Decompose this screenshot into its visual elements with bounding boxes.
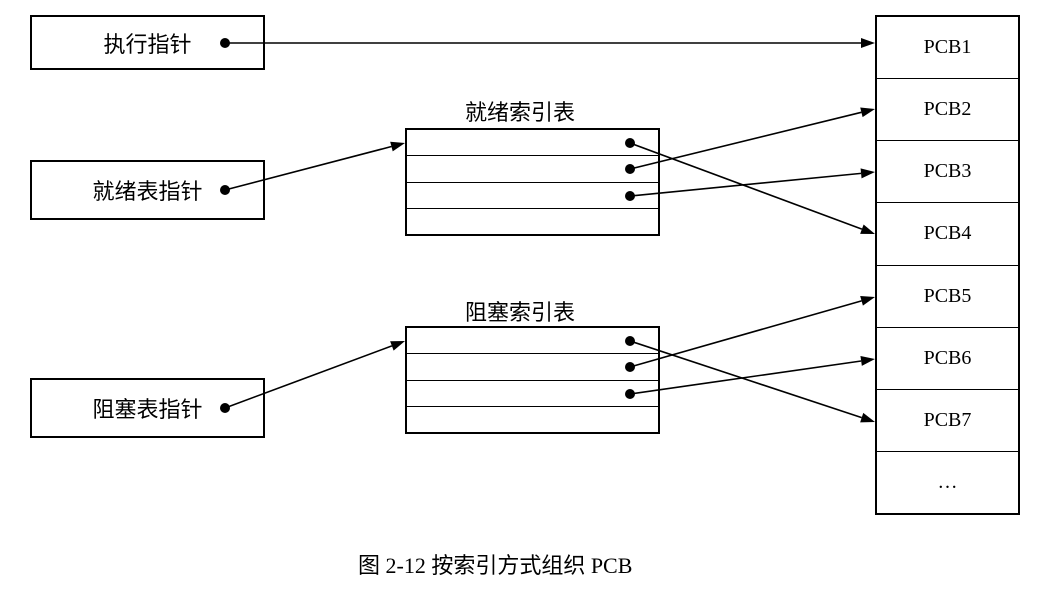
ready-ptr-box: 就绪表指针 — [30, 160, 265, 220]
pcb-column: PCB1PCB2PCB3PCB4PCB5PCB6PCB7… — [875, 15, 1020, 515]
ready-idx-row — [407, 183, 658, 209]
exec-ptr-label: 执行指针 — [103, 27, 191, 59]
arrow-line — [630, 361, 861, 394]
pcb-cell: PCB3 — [877, 141, 1018, 203]
ready-idx-title: 就绪索引表 — [465, 95, 575, 127]
arrow-head — [861, 38, 875, 48]
pcb-cell: PCB4 — [877, 203, 1018, 265]
pcb-cell: PCB6 — [877, 328, 1018, 390]
ready-idx-row — [407, 130, 658, 156]
blocked-idx-title: 阻塞索引表 — [465, 295, 575, 327]
arrow-line — [630, 301, 862, 367]
ready-idx-row — [407, 209, 658, 234]
blocked-idx-row — [407, 381, 658, 407]
exec-ptr-box: 执行指针 — [30, 15, 265, 70]
arrow-head — [860, 107, 875, 117]
pcb-cell: PCB1 — [877, 17, 1018, 79]
pcb-cell: PCB5 — [877, 266, 1018, 328]
arrow-head — [860, 356, 875, 366]
blocked-ptr-label: 阻塞表指针 — [92, 392, 202, 424]
arrow-head — [390, 142, 405, 152]
arrow-head — [860, 296, 875, 306]
pcb-cell: PCB2 — [877, 79, 1018, 141]
ready-idx-table — [405, 128, 660, 236]
arrow-line — [630, 143, 862, 229]
arrow-line — [630, 173, 861, 196]
ready-ptr-label: 就绪表指针 — [92, 174, 202, 206]
figure-caption: 图 2-12 按索引方式组织 PCB — [358, 548, 632, 580]
ready-idx-row — [407, 156, 658, 182]
blocked-idx-row — [407, 407, 658, 432]
arrow-line — [630, 341, 862, 418]
arrow-head — [860, 224, 875, 234]
arrow-head — [861, 168, 875, 178]
arrow-head — [860, 413, 875, 422]
pcb-cell: … — [877, 452, 1018, 513]
pcb-cell: PCB7 — [877, 390, 1018, 452]
blocked-idx-row — [407, 328, 658, 354]
diagram-canvas: 执行指针就绪表指针阻塞表指针 就绪索引表阻塞索引表 PCB1PCB2PCB3PCB4… — [0, 0, 1054, 595]
blocked-ptr-box: 阻塞表指针 — [30, 378, 265, 438]
blocked-idx-table — [405, 326, 660, 434]
blocked-idx-row — [407, 354, 658, 380]
arrow-line — [630, 112, 861, 169]
arrow-head — [390, 341, 405, 351]
